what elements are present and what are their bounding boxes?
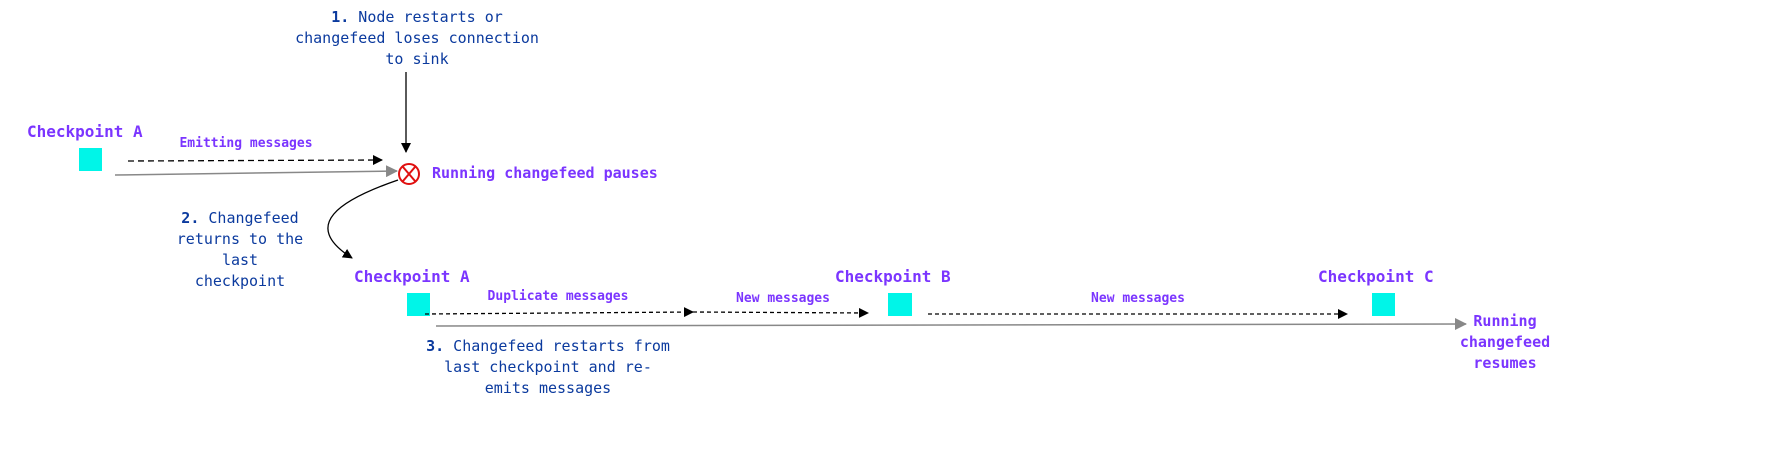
- step1-line2: changefeed loses connection: [295, 29, 539, 47]
- checkpoint-b-marker: [888, 293, 912, 316]
- duplicate-arrow: [424, 307, 694, 318]
- emitting-messages-label: Emitting messages: [179, 136, 313, 151]
- step2-line1: Changefeed: [208, 209, 299, 227]
- step3-line3: emits messages: [484, 379, 612, 397]
- step2-line2: returns to the: [176, 230, 304, 248]
- step2-line4: checkpoint: [194, 272, 286, 290]
- timeline-2: [435, 318, 1467, 331]
- duplicate-messages-label: Duplicate messages: [487, 289, 629, 304]
- circle-x-icon: [398, 163, 420, 185]
- step2-number: 2.: [181, 209, 200, 227]
- step3-note: 3. Changefeed restarts from last checkpo…: [426, 336, 670, 399]
- new-messages-label-1: New messages: [736, 291, 830, 306]
- pauses-label: Running changefeed pauses: [432, 164, 658, 182]
- resumes-line2: changefeed: [1459, 333, 1551, 351]
- step2-note: 2. Changefeed returns to the last checkp…: [177, 208, 303, 292]
- step1-number: 1.: [331, 8, 350, 26]
- checkpoint-a2-marker: [407, 293, 430, 316]
- checkpoint-c-marker: [1372, 293, 1395, 316]
- checkpoint-a1-label: Checkpoint A: [27, 122, 143, 141]
- checkpoint-c-label: Checkpoint C: [1318, 267, 1434, 286]
- step3-line2: last checkpoint and re-: [444, 358, 652, 376]
- return-arrow: [327, 179, 399, 259]
- new-messages-label-2: New messages: [1091, 291, 1185, 306]
- timeline-1: [114, 165, 398, 178]
- checkpoint-b-label: Checkpoint B: [835, 267, 951, 286]
- step3-line1: Changefeed restarts from: [453, 337, 670, 355]
- step1-line3: to sink: [385, 50, 449, 68]
- emitting-arrow: [127, 155, 383, 166]
- new-arrow-1: [692, 307, 869, 318]
- resumes-line3: resumes: [1473, 354, 1537, 372]
- checkpoint-a1-marker: [79, 148, 102, 171]
- resumes-label: Running changefeed resumes: [1460, 311, 1550, 374]
- step1-line1: Node restarts or: [358, 8, 503, 26]
- step1-note: 1. Node restarts or changefeed loses con…: [295, 7, 539, 70]
- resumes-line1: Running: [1473, 312, 1537, 330]
- checkpoint-a2-label: Checkpoint A: [354, 267, 470, 286]
- step2-line3: last: [221, 251, 259, 269]
- step3-number: 3.: [426, 337, 445, 355]
